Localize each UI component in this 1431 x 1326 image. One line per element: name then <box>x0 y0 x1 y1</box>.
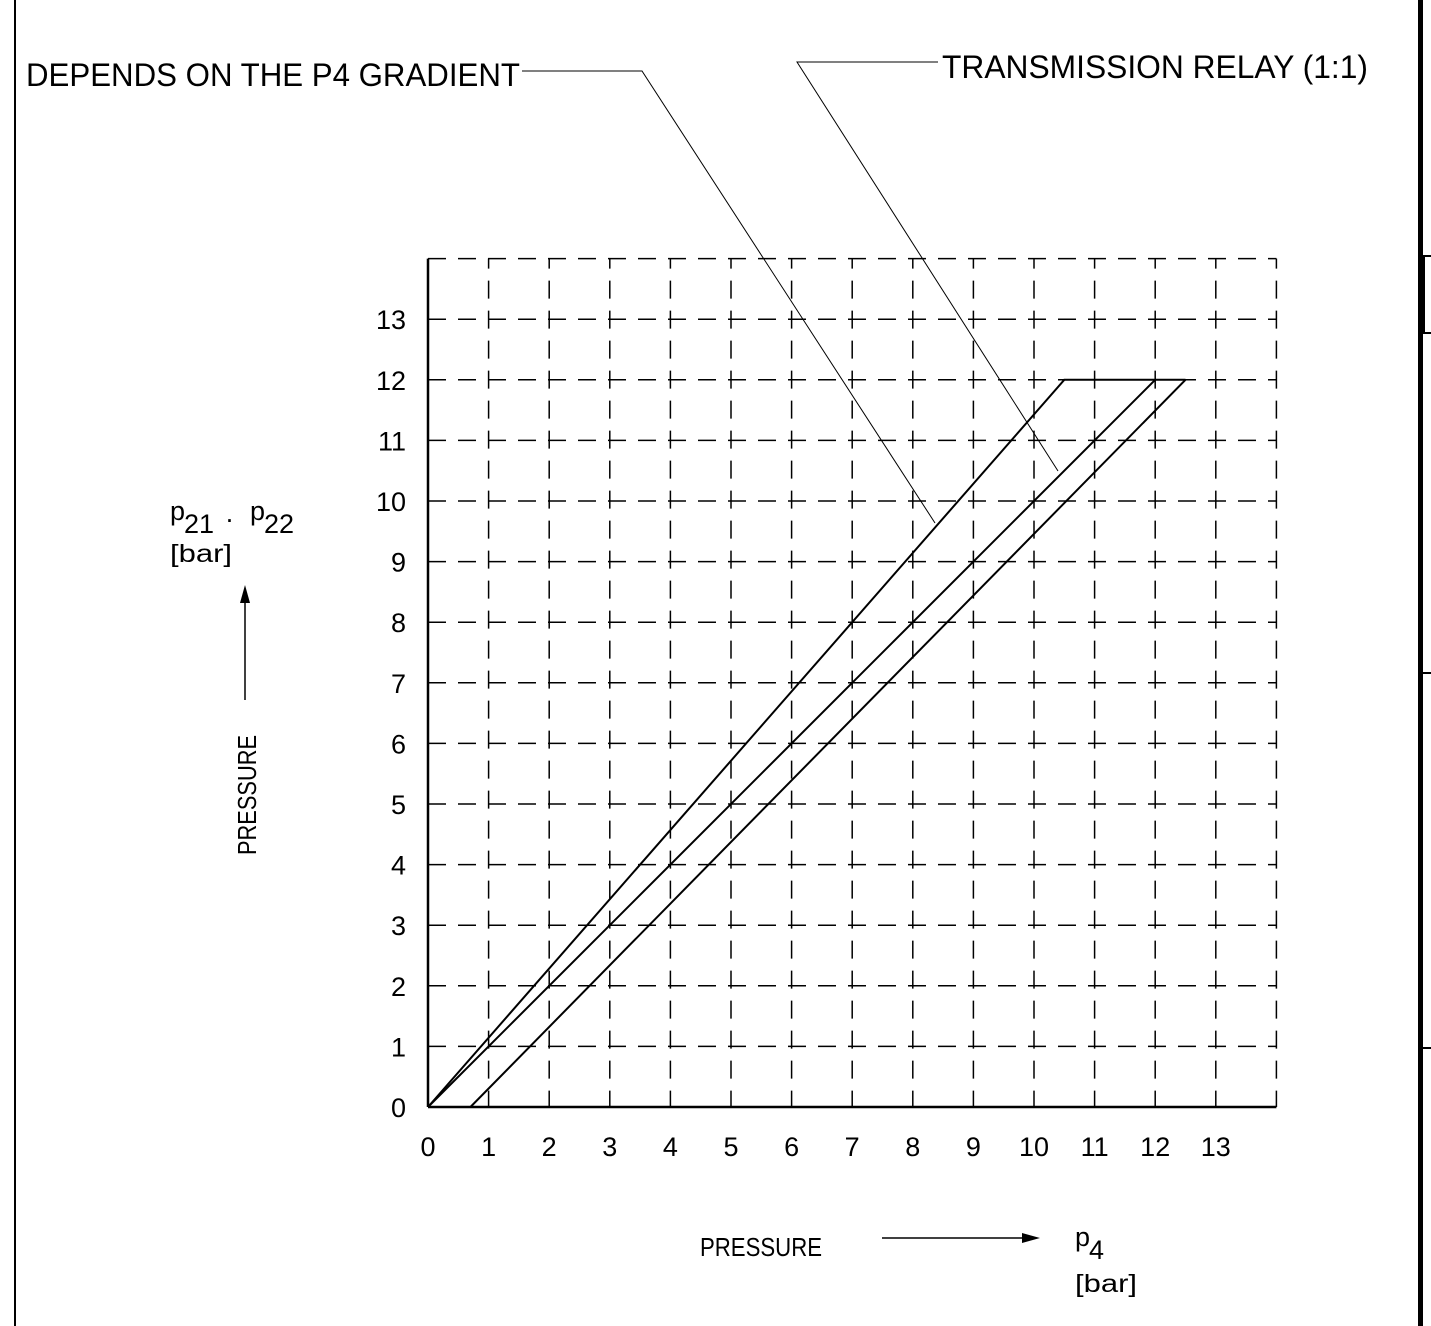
x-arrow-head <box>1022 1233 1040 1243</box>
y-tick-label: 10 <box>376 487 406 517</box>
sheet-border-right <box>1418 0 1423 1326</box>
y-tick-label: 13 <box>376 305 406 335</box>
y-tick-label: 0 <box>391 1093 406 1123</box>
x-tick-label: 2 <box>542 1132 557 1162</box>
border-tick-mark <box>1418 1047 1431 1049</box>
annotation-leaders <box>522 61 1059 524</box>
y-tick-label: 9 <box>391 548 406 578</box>
y-arrow-head <box>240 585 250 603</box>
y-symbol-a: p <box>170 496 185 526</box>
x-tick-label: 0 <box>420 1132 435 1162</box>
x-tick-label: 9 <box>966 1132 981 1162</box>
y-subscript-a: 21 <box>184 509 214 539</box>
x-symbol: p <box>1075 1222 1090 1252</box>
x-tick-label: 6 <box>784 1132 799 1162</box>
x-tick-label: 5 <box>723 1132 738 1162</box>
y-axis-label: p 21 · p 22 [bar] PRESSURE <box>170 496 294 855</box>
x-tick-label: 11 <box>1081 1132 1109 1162</box>
y-tick-label: 6 <box>391 729 406 759</box>
y-separator: · <box>225 504 234 534</box>
x-axis-label: PRESSURE p 4 [bar] <box>700 1222 1137 1298</box>
y-symbol-b: p <box>250 496 265 526</box>
series-line <box>427 379 1156 1108</box>
y-tick-label: 11 <box>378 426 406 456</box>
y-quantity: PRESSURE <box>232 735 262 855</box>
leader-relay <box>796 61 1059 472</box>
x-quantity: PRESSURE <box>700 1232 822 1262</box>
y-tick-label: 8 <box>391 608 406 638</box>
x-tick-label: 3 <box>602 1132 617 1162</box>
y-tick-label: 5 <box>391 790 406 820</box>
y-tick-label: 2 <box>391 972 406 1002</box>
annotation-relay: TRANSMISSION RELAY (1:1) <box>942 49 1368 85</box>
x-tick-label: 12 <box>1140 1132 1170 1162</box>
border-tick-mark <box>1418 672 1431 674</box>
series-line <box>427 378 1186 1108</box>
series-layer <box>427 378 1187 1108</box>
x-subscript: 4 <box>1089 1235 1104 1265</box>
y-subscript-b: 22 <box>264 509 294 539</box>
axes-layer <box>426 258 1277 1109</box>
x-tick-label: 8 <box>905 1132 920 1162</box>
y-tick-label: 7 <box>391 669 406 699</box>
y-tick-label: 3 <box>391 911 406 941</box>
y-tick-label: 12 <box>376 366 406 396</box>
y-unit: [bar] <box>170 540 232 568</box>
leader-gradient <box>522 70 936 524</box>
x-unit: [bar] <box>1075 1270 1137 1298</box>
x-tick-label: 1 <box>481 1132 496 1162</box>
series-line <box>469 379 1187 1108</box>
border-bracket <box>1423 255 1431 334</box>
x-tick-label: 10 <box>1019 1132 1049 1162</box>
sheet-border-left <box>14 0 16 1326</box>
x-tick-label: 7 <box>845 1132 860 1162</box>
x-tick-label: 13 <box>1201 1132 1231 1162</box>
annotation-gradient: DEPENDS ON THE P4 GRADIENT <box>26 57 520 93</box>
x-tick-label: 4 <box>663 1132 678 1162</box>
y-tick-label: 4 <box>391 851 406 881</box>
y-tick-label: 1 <box>391 1032 406 1062</box>
